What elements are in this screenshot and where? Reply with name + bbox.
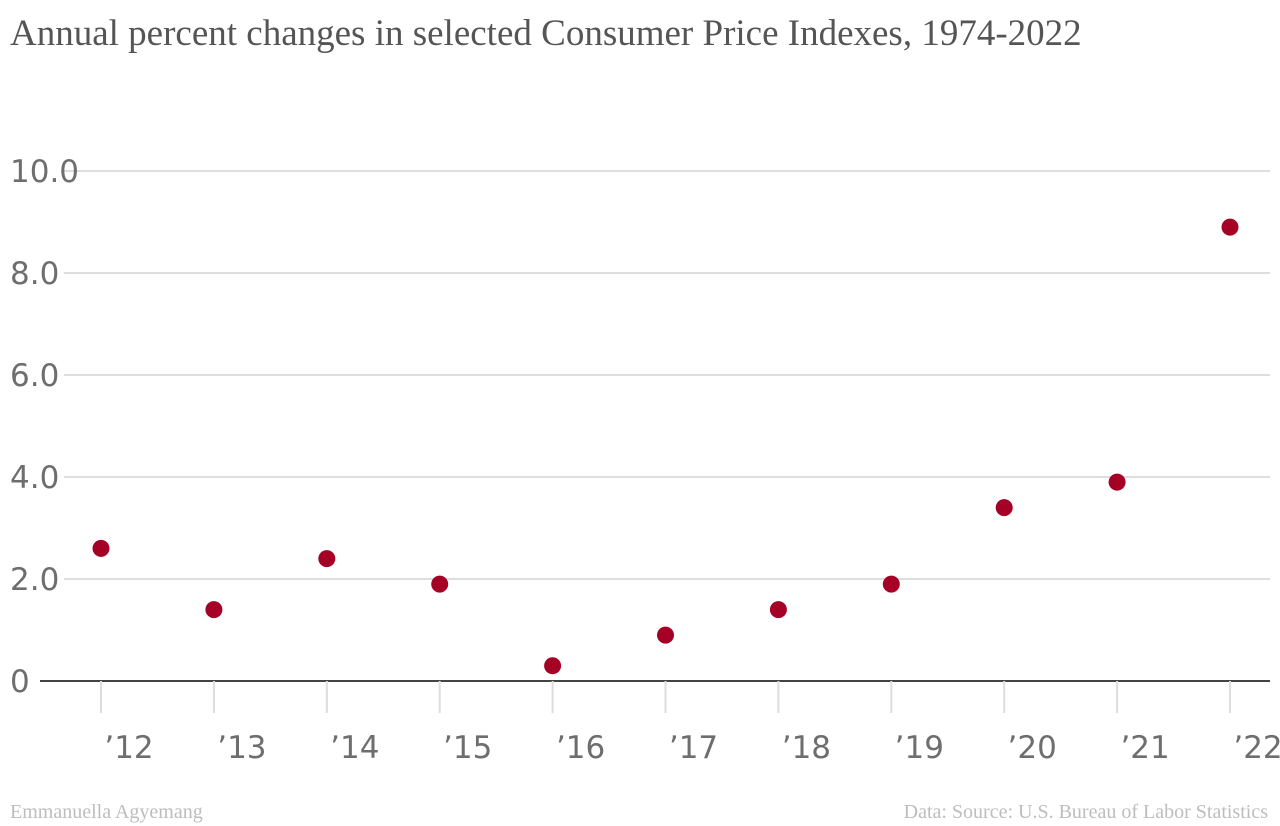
x-tick-label: ’15 [443, 730, 492, 766]
x-tick-label: ’22 [1233, 730, 1280, 766]
data-points [92, 218, 1239, 675]
credit-text: Emmanuella Agyemang [10, 801, 203, 823]
data-point [657, 626, 674, 644]
data-point [995, 499, 1013, 517]
data-point [205, 601, 223, 619]
x-axis-tick-labels: ’12 ’13 ’14 ’15 ’16 ’17 ’18 ’19 ’20 ’21 ’22 [104, 730, 1280, 766]
data-point [92, 539, 110, 557]
x-tick-label: ’18 [782, 730, 831, 766]
data-point [1221, 218, 1239, 236]
chart-title: Annual percent changes in selected Consu… [10, 13, 1082, 54]
y-tick-label: 4.0 [10, 460, 59, 496]
y-tick-label: 2.0 [10, 562, 59, 598]
x-tick-label: ’12 [104, 730, 153, 766]
x-tick-label: ’19 [895, 730, 944, 766]
data-point [431, 575, 449, 593]
data-point [882, 575, 900, 593]
y-tick-label: 8.0 [10, 256, 59, 292]
x-tick-label: ’21 [1120, 730, 1169, 766]
x-tick-label: ’16 [556, 730, 605, 766]
x-tick-label: ’20 [1008, 730, 1057, 766]
x-tick-label: ’13 [217, 730, 266, 766]
x-tick-label: ’17 [669, 730, 718, 766]
y-axis-tick-labels: 0 2.0 4.0 6.0 8.0 10.0 [10, 154, 79, 700]
data-point [1108, 473, 1126, 491]
y-tick-label: 6.0 [10, 358, 59, 394]
data-point [318, 550, 336, 568]
y-tick-label: 10.0 [10, 154, 79, 190]
y-tick-label: 0 [10, 664, 30, 700]
gridlines [64, 170, 1270, 580]
data-point [769, 601, 787, 619]
source-text: Data: Source: U.S. Bureau of Labor Stati… [903, 801, 1268, 823]
x-tick-label: ’14 [330, 730, 379, 766]
x-axis [40, 680, 1270, 713]
data-point [544, 657, 562, 675]
